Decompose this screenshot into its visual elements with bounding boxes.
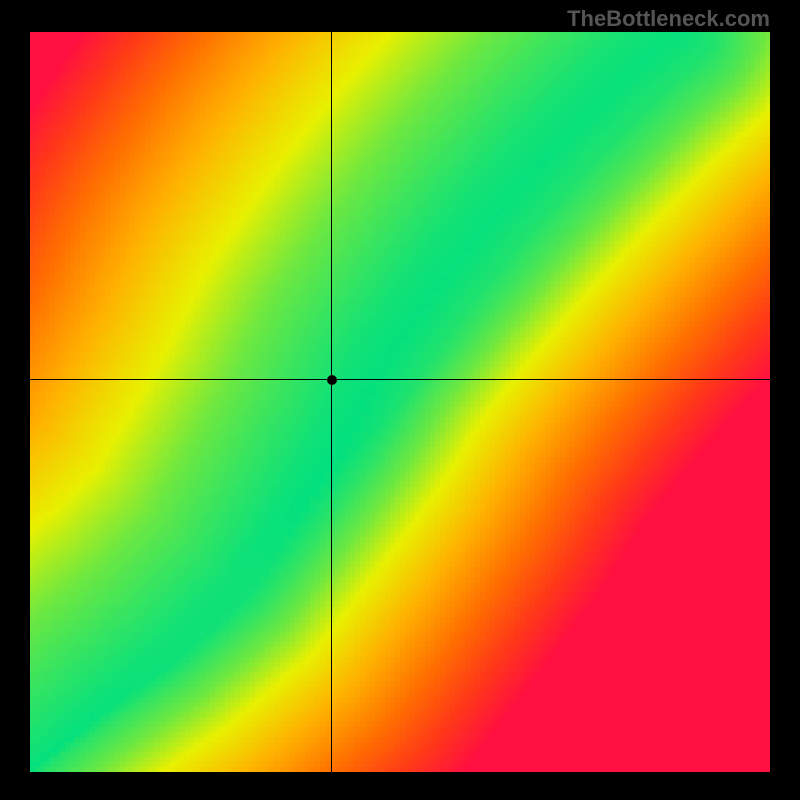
- crosshair-vertical: [331, 32, 332, 772]
- crosshair-marker: [327, 375, 337, 385]
- watermark-text: TheBottleneck.com: [567, 6, 770, 32]
- crosshair-horizontal: [30, 379, 770, 380]
- chart-container: TheBottleneck.com: [0, 0, 800, 800]
- heatmap-canvas: [30, 32, 770, 772]
